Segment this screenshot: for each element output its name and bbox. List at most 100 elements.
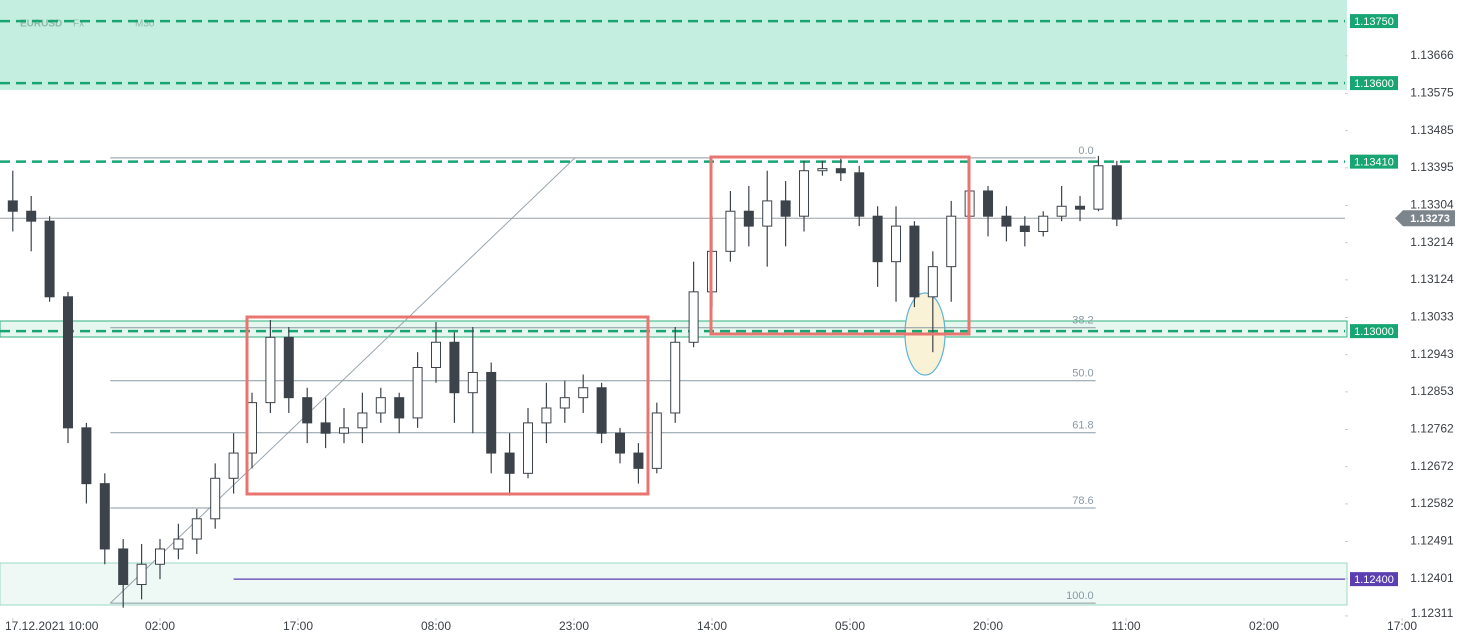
candle-body <box>118 548 129 586</box>
candle-body <box>394 397 405 419</box>
candle-body <box>725 210 736 252</box>
candle-body <box>136 563 147 586</box>
candles-layer <box>7 155 1122 608</box>
fib-label: 61.8 <box>1072 420 1093 432</box>
candle-body <box>283 336 294 399</box>
candle-body <box>946 215 957 268</box>
candle-body <box>633 452 644 469</box>
candle-body <box>523 422 534 474</box>
candle-body <box>983 190 994 217</box>
y-tick-label: 1.12672 <box>1410 459 1454 473</box>
y-tick-label: 1.12491 <box>1410 534 1454 548</box>
candle-body <box>375 397 386 414</box>
candle-body <box>99 483 110 550</box>
level-zone <box>0 320 1348 338</box>
levels-layer <box>0 19 1345 580</box>
candle-body <box>1038 215 1049 232</box>
x-tick-label: 17.12.2021 10:00 <box>5 619 99 633</box>
y-tick-label: 1.12582 <box>1410 496 1454 510</box>
candle-body <box>688 291 699 343</box>
x-tick-label: 02:00 <box>1249 619 1279 633</box>
candle-body <box>44 220 55 298</box>
candle-body <box>357 412 368 429</box>
range-box <box>245 315 650 496</box>
background-layer: EURUSD Fx M30 <box>0 0 1348 606</box>
candle-body <box>651 412 662 469</box>
x-tick-label: 17:00 <box>283 619 313 633</box>
candle-body <box>191 518 202 540</box>
candle-body <box>265 336 276 404</box>
candle-body <box>1001 215 1012 227</box>
level-label: 1.13750 <box>1354 16 1394 28</box>
candle-body <box>909 225 920 298</box>
candle-body <box>154 548 165 565</box>
x-tick-label: 11:00 <box>1111 619 1140 633</box>
candle-body <box>504 452 515 474</box>
y-tick-label: 1.13124 <box>1410 272 1454 286</box>
timeframe: M30 <box>135 19 155 30</box>
x-tick-label: 17:00 <box>1387 619 1417 633</box>
fibonacci-layer: 0.0 38.2 50.0 61.8 78.6 100.0 <box>109 145 1096 604</box>
candle-body <box>449 341 460 394</box>
candle-body <box>62 296 73 429</box>
candle-body <box>1111 165 1122 220</box>
candle-body <box>467 371 478 394</box>
candle-body <box>1056 205 1067 217</box>
candle-body <box>927 266 938 298</box>
x-tick-label: 02:00 <box>145 619 175 633</box>
candle-body <box>817 168 828 172</box>
x-tick-label: 23:00 <box>559 619 589 633</box>
candle-body <box>412 366 423 419</box>
support-zone <box>0 562 1348 606</box>
candle-body <box>7 200 18 212</box>
y-tick-label: 1.12943 <box>1410 347 1454 361</box>
level-label: 1.13410 <box>1354 157 1394 169</box>
candle-body <box>486 371 497 454</box>
level-badge <box>1350 14 1398 29</box>
candle-body <box>872 215 883 263</box>
y-tick-label: 1.13395 <box>1410 160 1454 174</box>
candle-body <box>743 210 754 227</box>
level-badge <box>1350 572 1398 587</box>
candle-body <box>891 225 902 263</box>
level-badge <box>1350 76 1398 91</box>
candle-body <box>615 432 626 454</box>
candle-body <box>596 387 607 434</box>
y-tick-label: 1.13033 <box>1410 310 1454 324</box>
symbol: EURUSD <box>20 19 62 30</box>
resistance-zone <box>0 0 1347 90</box>
fib-label: 38.2 <box>1072 315 1093 327</box>
candle-body <box>173 538 184 550</box>
x-tick-label: 14:00 <box>697 619 727 633</box>
fib-label: 78.6 <box>1072 495 1093 507</box>
y-tick-label: 1.12311 <box>1411 606 1454 620</box>
candle-body <box>799 170 810 217</box>
y-tick-label: 1.13304 <box>1410 198 1454 212</box>
candle-body <box>81 427 92 485</box>
candle-body <box>578 387 589 399</box>
candle-body <box>780 200 791 217</box>
x-tick-label: 05:00 <box>835 619 865 633</box>
candle-body <box>320 422 331 434</box>
candle-body <box>246 402 257 454</box>
candle-body <box>26 210 37 222</box>
candle-body <box>431 341 442 368</box>
market: Fx <box>73 19 84 30</box>
level-label: 1.13600 <box>1354 78 1394 90</box>
candle-body <box>1093 165 1104 210</box>
annotation-layer <box>245 155 971 496</box>
level-label: 1.13000 <box>1354 326 1394 338</box>
last-price-badge <box>1395 210 1455 227</box>
x-tick-label: 20:00 <box>973 619 1003 633</box>
candle-body <box>1075 205 1086 210</box>
candle-body <box>559 397 570 409</box>
y-tick-label: 1.12762 <box>1410 422 1454 436</box>
level-badge <box>1350 154 1398 169</box>
fib-label: 50.0 <box>1072 368 1093 380</box>
fib-label: 100.0 <box>1066 590 1094 602</box>
candle-body <box>762 200 773 227</box>
last-price-label: 1.13273 <box>1410 213 1450 225</box>
range-box <box>709 155 971 336</box>
